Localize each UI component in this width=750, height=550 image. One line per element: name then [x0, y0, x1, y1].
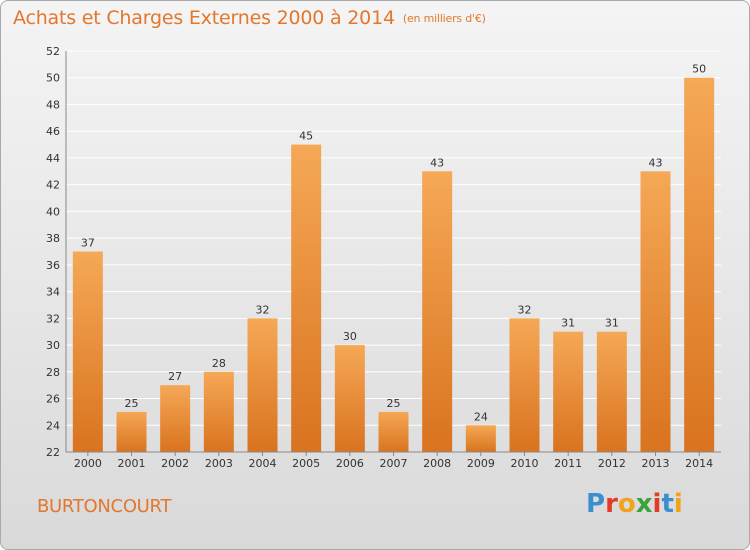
y-tick-label: 32: [46, 312, 60, 325]
bar-2005: [291, 144, 322, 453]
y-tick-label: 44: [46, 152, 60, 165]
bar-2000: [72, 251, 103, 452]
data-label: 43: [649, 156, 663, 169]
data-label: 24: [474, 410, 488, 423]
x-tick-label: 2004: [249, 457, 277, 470]
data-label: 31: [561, 317, 575, 330]
y-tick-label: 48: [46, 98, 60, 111]
chart-title-text: Achats et Charges Externes 2000 à 2014: [13, 7, 395, 29]
data-label: 43: [430, 156, 444, 169]
x-tick-label: 2008: [423, 457, 451, 470]
data-label: 50: [692, 63, 706, 76]
y-tick-label: 46: [46, 125, 60, 138]
y-axis: 22 24 26 28 30 32 34 36 38 40 42 44 46 48 50 52: [46, 45, 67, 459]
data-label: 32: [256, 303, 270, 316]
logo-letter: o: [617, 489, 636, 519]
y-tick-label: 52: [46, 45, 60, 58]
data-label: 25: [387, 397, 401, 410]
x-tick-label: 2001: [118, 457, 146, 470]
x-tick-label: 2014: [685, 457, 713, 470]
y-tick-label: 42: [46, 179, 60, 192]
data-label: 37: [81, 237, 95, 250]
x-tick-label: 2009: [467, 457, 495, 470]
logo-letter: t: [661, 489, 674, 519]
bar-2013: [640, 171, 671, 453]
x-tick-label: 2010: [511, 457, 539, 470]
commune-name: BURTONCOURT: [37, 496, 172, 517]
logo-letter: x: [635, 489, 653, 519]
data-label: 32: [518, 303, 532, 316]
bar-2010: [509, 318, 540, 452]
bar-2001: [116, 411, 147, 452]
x-tick-label: 2012: [598, 457, 626, 470]
x-tick-label: 2002: [161, 457, 189, 470]
x-axis: 2000 2001 2002 2003 2004 2005 2006 2007 2008 2009…: [66, 451, 721, 470]
data-label: 25: [125, 397, 139, 410]
y-tick-label: 26: [46, 393, 60, 406]
x-tick-label: 2003: [205, 457, 233, 470]
x-tick-label: 2000: [74, 457, 102, 470]
data-label: 45: [299, 130, 313, 143]
bar-2002: [160, 385, 191, 452]
x-tick-label: 2006: [336, 457, 364, 470]
bar-2012: [596, 331, 627, 452]
logo-letter: P: [586, 489, 606, 519]
bars: 37 25 27 28 32 45 30 25 43 24 32 31 31 43 50: [72, 63, 715, 453]
bar-2007: [378, 411, 409, 452]
y-tick-label: 30: [46, 339, 60, 352]
bar-2011: [553, 331, 584, 452]
x-tick-label: 2011: [554, 457, 582, 470]
bar-2006: [334, 345, 365, 452]
bar-2008: [422, 171, 453, 453]
y-tick-label: 40: [46, 205, 60, 218]
logo-letter: i: [673, 489, 683, 519]
data-label: 28: [212, 357, 226, 370]
bar-2014: [684, 77, 715, 452]
bar-2009: [465, 425, 496, 452]
y-tick-label: 38: [46, 232, 60, 245]
bar-2004: [247, 318, 278, 452]
bar-2003: [203, 371, 234, 452]
proxiti-logo: Proxiti: [586, 489, 683, 519]
y-tick-label: 50: [46, 72, 60, 85]
logo-letter: r: [605, 489, 618, 519]
y-tick-label: 36: [46, 259, 60, 272]
x-tick-label: 2007: [380, 457, 408, 470]
chart-unit: (en milliers d'€): [402, 12, 486, 25]
y-tick-label: 34: [46, 286, 60, 299]
logo-letter: i: [652, 489, 662, 519]
x-tick-label: 2005: [292, 457, 320, 470]
chart-title: Achats et Charges Externes 2000 à 2014 (e…: [13, 7, 486, 29]
y-tick-label: 22: [46, 446, 60, 459]
y-tick-label: 28: [46, 366, 60, 379]
data-label: 30: [343, 330, 357, 343]
y-tick-label: 24: [46, 419, 60, 432]
x-tick-label: 2013: [642, 457, 670, 470]
data-label: 27: [168, 370, 182, 383]
data-label: 31: [605, 317, 619, 330]
